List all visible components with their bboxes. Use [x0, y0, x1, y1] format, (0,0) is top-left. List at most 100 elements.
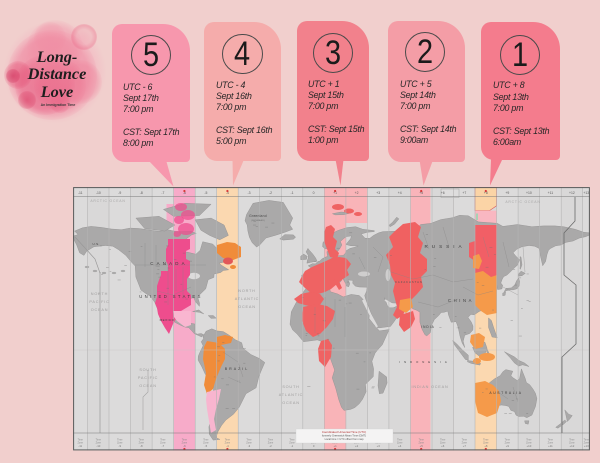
svg-text:Zone: Zone: [95, 442, 101, 445]
svg-text:BRAZIL: BRAZIL: [224, 367, 249, 371]
svg-text:CHINA: CHINA: [447, 298, 473, 303]
svg-text:Time: Time: [504, 439, 510, 442]
svg-text:Zone: Zone: [289, 442, 295, 445]
svg-text:-6: -6: [183, 444, 186, 448]
svg-text:Zone: Zone: [483, 442, 489, 445]
svg-text:Zone: Zone: [246, 442, 252, 445]
svg-text:-4: -4: [225, 191, 228, 195]
svg-text:INDONESIA: INDONESIA: [399, 360, 450, 364]
svg-text:-6: -6: [182, 191, 185, 195]
svg-text:-1: -1: [290, 191, 293, 195]
svg-text:+12: +12: [569, 444, 574, 448]
svg-text:Zone: Zone: [77, 442, 83, 445]
svg-text:-10: -10: [95, 191, 100, 195]
svg-text:Time: Time: [117, 439, 123, 442]
svg-text:-8: -8: [140, 444, 143, 448]
svg-text:-1: -1: [290, 444, 293, 448]
svg-text:+13: +13: [583, 191, 589, 195]
svg-text:Zone: Zone: [117, 442, 123, 445]
svg-text:NORTH: NORTH: [238, 289, 255, 293]
svg-text:MEXICO: MEXICO: [159, 318, 174, 322]
svg-text:+3: +3: [376, 444, 380, 448]
svg-text:ATLANTIC: ATLANTIC: [278, 393, 302, 397]
svg-text:KAZAKHSTAN: KAZAKHSTAN: [395, 280, 423, 284]
svg-text:Zone: Zone: [461, 442, 467, 445]
svg-text:+11: +11: [548, 444, 553, 448]
svg-text:-8: -8: [139, 191, 142, 195]
svg-text:-10: -10: [96, 444, 100, 448]
svg-text:-9: -9: [118, 191, 121, 195]
svg-text:PACIFIC: PACIFIC: [137, 376, 157, 380]
svg-text:Time: Time: [461, 439, 467, 442]
svg-text:Zone: Zone: [418, 442, 424, 445]
svg-text:+2: +2: [354, 444, 358, 448]
svg-text:+12: +12: [569, 191, 575, 195]
svg-text:PACIFIC: PACIFIC: [89, 300, 109, 304]
svg-text:+8: +8: [483, 191, 487, 195]
svg-text:Zone: Zone: [547, 442, 553, 445]
svg-text:+4: +4: [398, 444, 402, 448]
svg-text:ARCTIC OCEAN: ARCTIC OCEAN: [505, 200, 540, 204]
svg-text:+8: +8: [484, 444, 488, 448]
svg-text:Zone: Zone: [396, 442, 402, 445]
svg-text:-9: -9: [118, 444, 121, 448]
svg-text:-3: -3: [247, 444, 250, 448]
svg-text:Time: Time: [224, 439, 230, 442]
svg-text:+2: +2: [354, 191, 358, 195]
svg-text:Time: Time: [569, 439, 575, 442]
svg-text:+7: +7: [462, 444, 466, 448]
svg-text:Time: Time: [547, 439, 553, 442]
svg-text:U.S.: U.S.: [92, 242, 99, 246]
svg-text:ARCTIC OCEAN: ARCTIC OCEAN: [90, 199, 125, 203]
svg-text:CANADA: CANADA: [150, 261, 188, 266]
svg-text:0: 0: [312, 444, 314, 448]
svg-text:-5: -5: [204, 444, 207, 448]
svg-text:Zone: Zone: [569, 442, 575, 445]
svg-text:(DENMARK): (DENMARK): [250, 219, 264, 222]
svg-text:Time: Time: [138, 439, 144, 442]
svg-text:-7: -7: [161, 191, 164, 195]
svg-text:Zone: Zone: [181, 442, 187, 445]
svg-text:-5: -5: [204, 191, 207, 195]
svg-text:-2: -2: [269, 444, 272, 448]
svg-text:Time: Time: [483, 439, 489, 442]
svg-text:Time: Time: [440, 439, 446, 442]
svg-text:Time: Time: [181, 439, 187, 442]
svg-text:+13: +13: [583, 444, 588, 448]
svg-text:Time: Time: [246, 439, 252, 442]
svg-text:Time: Time: [526, 439, 532, 442]
svg-text:Time: Time: [397, 439, 403, 442]
svg-text:-11: -11: [78, 444, 82, 448]
svg-text:-2: -2: [268, 191, 271, 195]
svg-text:OCEAN: OCEAN: [139, 384, 157, 388]
svg-text:+4: +4: [397, 191, 401, 195]
svg-text:+10: +10: [526, 191, 532, 195]
svg-text:Time: Time: [203, 439, 209, 442]
svg-text:SOUTH: SOUTH: [282, 385, 299, 389]
svg-text:0: 0: [312, 191, 314, 195]
svg-text:+5: +5: [419, 191, 423, 195]
svg-text:SOUTH: SOUTH: [139, 368, 156, 372]
svg-text:Time: Time: [77, 439, 83, 442]
svg-text:Zone: Zone: [526, 442, 532, 445]
svg-text:-11: -11: [77, 191, 82, 195]
svg-text:+9: +9: [505, 444, 509, 448]
svg-text:Zone: Zone: [203, 442, 209, 445]
svg-text:OCEAN: OCEAN: [282, 401, 300, 405]
svg-text:Zone: Zone: [138, 442, 144, 445]
svg-text:+3: +3: [376, 191, 380, 195]
svg-text:-4: -4: [226, 444, 229, 448]
svg-text:+10: +10: [526, 444, 531, 448]
svg-text:-3: -3: [247, 191, 250, 195]
svg-text:Coordinated Universal Time (UT: Coordinated Universal Time (UTC): [321, 430, 365, 434]
svg-text:+9: +9: [505, 191, 509, 195]
svg-text:ATLANTIC: ATLANTIC: [234, 297, 258, 301]
svg-text:+6: +6: [441, 444, 445, 448]
svg-text:RUSSIA: RUSSIA: [424, 244, 465, 249]
svg-text:OCEAN: OCEAN: [90, 308, 108, 312]
svg-text:+1: +1: [333, 191, 337, 195]
svg-text:Zone: Zone: [504, 442, 510, 445]
svg-text:Zone: Zone: [267, 442, 273, 445]
svg-text:Time: Time: [418, 439, 424, 442]
svg-text:Time: Time: [267, 439, 273, 442]
